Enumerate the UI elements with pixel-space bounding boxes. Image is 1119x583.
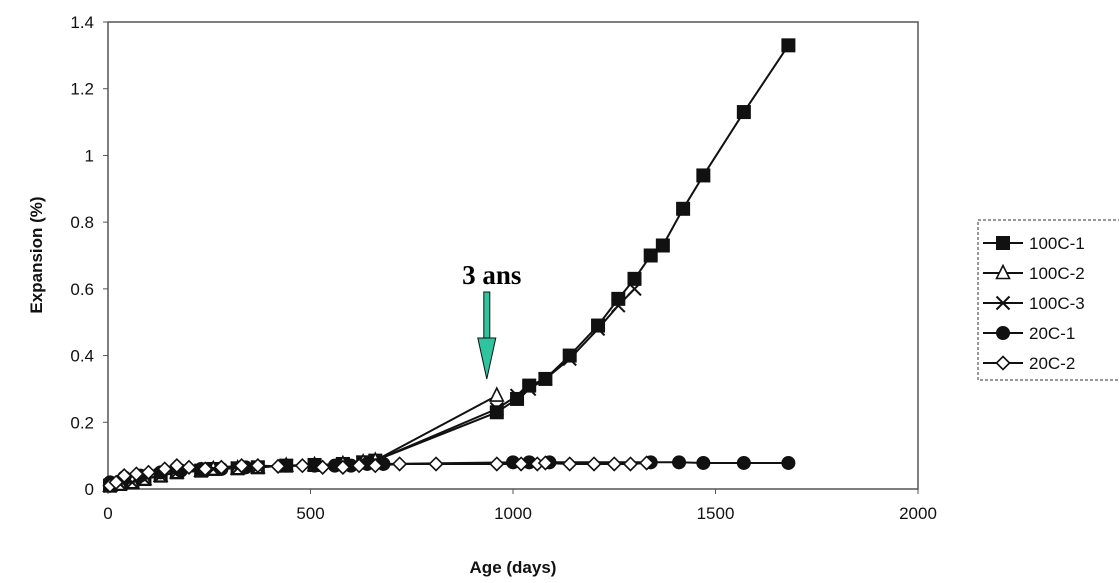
x-tick-label: 500 xyxy=(296,504,324,523)
data-point-100C-3 xyxy=(627,281,642,297)
y-tick-label: 1.2 xyxy=(70,80,94,99)
data-point-20C-2 xyxy=(157,461,173,477)
legend-label: 100C-3 xyxy=(1029,294,1085,313)
data-point-20C-2 xyxy=(622,456,639,472)
data-point-20C-2 xyxy=(606,456,622,472)
data-point-100C-3 xyxy=(611,298,626,313)
data-point-20C-2 xyxy=(335,459,351,475)
data-point-100C-1 xyxy=(611,291,626,306)
data-point-20C-2 xyxy=(197,461,213,477)
data-point-20C-1 xyxy=(696,455,711,470)
x-axis-title: Age (days) xyxy=(470,558,557,577)
data-point-20C-2 xyxy=(367,458,383,474)
data-point-100C-3 xyxy=(562,351,577,367)
legend-label: 20C-1 xyxy=(1029,324,1075,343)
data-point-20C-2 xyxy=(428,456,444,472)
data-point-100C-3 xyxy=(509,388,525,403)
data-point-20C-2 xyxy=(391,456,408,472)
data-point-20C-2 xyxy=(537,455,554,471)
annotation-label: 3 ans xyxy=(462,260,521,290)
legend-marker-100C-1 xyxy=(996,236,1010,250)
x-tick-label: 0 xyxy=(103,504,112,523)
data-point-100C-1 xyxy=(562,348,577,363)
x-tick-label: 1500 xyxy=(697,504,735,523)
x-tick-label: 2000 xyxy=(899,504,937,523)
data-point-20C-2 xyxy=(513,456,529,472)
data-point-20C-2 xyxy=(128,466,144,482)
y-tick-label: 1.4 xyxy=(70,13,94,32)
data-point-20C-2 xyxy=(562,456,578,472)
data-point-20C-1 xyxy=(736,455,751,470)
data-point-100C-1 xyxy=(591,318,606,333)
legend-label: 20C-2 xyxy=(1029,354,1075,373)
data-point-20C-2 xyxy=(108,474,124,490)
data-point-20C-2 xyxy=(489,456,505,472)
y-tick-label: 0.6 xyxy=(70,280,94,299)
data-point-20C-2 xyxy=(234,458,250,474)
legend-marker-100C-3 xyxy=(995,295,1011,311)
data-point-20C-2 xyxy=(639,455,655,471)
data-point-20C-2 xyxy=(213,459,230,475)
data-point-20C-2 xyxy=(270,458,286,474)
data-point-100C-1 xyxy=(696,168,711,183)
y-tick-label: 0.2 xyxy=(70,413,94,432)
legend-item-100C-1: 100C-1 xyxy=(983,234,1085,253)
data-point-100C-2 xyxy=(489,386,505,402)
legend-marker-20C-2 xyxy=(995,355,1011,371)
data-point-100C-3 xyxy=(590,321,606,337)
data-point-20C-2 xyxy=(250,458,266,474)
annotation-arrow: 3 ans xyxy=(462,260,521,380)
y-tick-label: 0 xyxy=(85,480,94,499)
legend-item-20C-2: 20C-2 xyxy=(983,354,1075,373)
data-point-20C-2 xyxy=(140,464,157,480)
data-point-20C-2 xyxy=(315,459,331,475)
data-point-100C-1 xyxy=(781,38,796,53)
data-point-20C-1 xyxy=(672,455,687,470)
legend-label: 100C-1 xyxy=(1029,234,1085,253)
y-tick-label: 0.4 xyxy=(70,347,94,366)
y-tick-label: 0.8 xyxy=(70,213,94,232)
legend: 100C-1 100C-2 100C-3 20C-1 20C-2 xyxy=(977,219,1119,381)
data-point-20C-2 xyxy=(181,459,197,475)
legend-item-20C-1: 20C-1 xyxy=(983,324,1075,343)
legend-label: 100C-2 xyxy=(1029,264,1085,283)
data-point-100C-1 xyxy=(736,105,751,120)
series-20C-2 xyxy=(102,455,655,494)
legend-item-100C-3: 100C-3 xyxy=(983,294,1085,313)
data-point-20C-1 xyxy=(781,455,796,470)
data-point-100C-3 xyxy=(489,401,505,417)
data-point-100C-1 xyxy=(676,201,691,216)
data-point-20C-2 xyxy=(116,468,132,484)
data-point-100C-1 xyxy=(627,271,642,286)
data-point-20C-2 xyxy=(169,458,185,474)
data-point-100C-3 xyxy=(521,381,537,397)
y-axis-title: Expansion (%) xyxy=(27,196,46,313)
data-point-20C-2 xyxy=(586,456,602,472)
legend-marker-20C-1 xyxy=(996,326,1010,340)
data-point-100C-3 xyxy=(538,371,553,387)
data-point-100C-1 xyxy=(643,248,658,263)
data-point-20C-2 xyxy=(294,458,311,474)
plot-area xyxy=(107,21,919,490)
data-point-20C-2 xyxy=(351,458,367,474)
legend-marker-100C-2 xyxy=(995,263,1011,280)
y-tick-label: 1 xyxy=(85,146,94,165)
x-tick-label: 1000 xyxy=(494,504,532,523)
data-point-100C-1 xyxy=(655,238,670,253)
legend-item-100C-2: 100C-2 xyxy=(983,263,1085,283)
